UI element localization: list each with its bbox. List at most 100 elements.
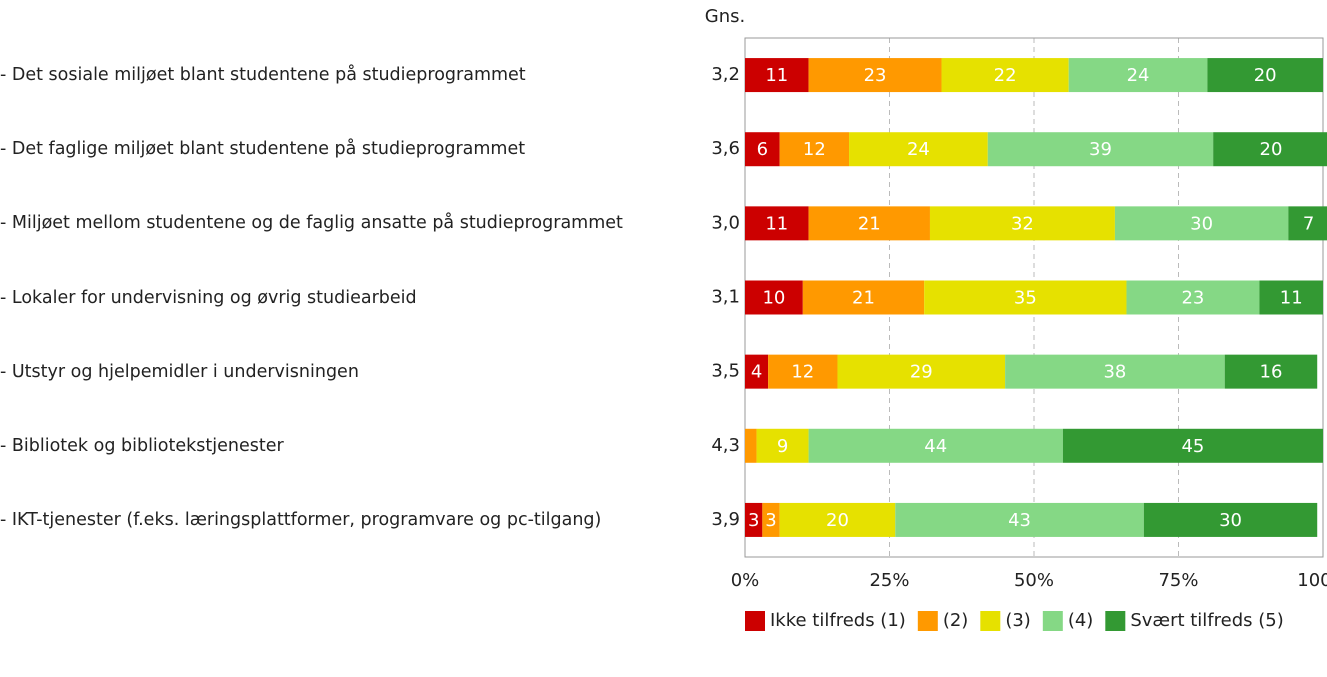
category-label: - IKT-tjenester (f.eks. læringsplattform… bbox=[0, 509, 602, 530]
data-label: 23 bbox=[1181, 288, 1204, 309]
legend-label: Svært tilfreds (5) bbox=[1130, 610, 1283, 631]
legend-swatch bbox=[980, 611, 1001, 631]
legend-swatch bbox=[917, 611, 938, 631]
data-label: 21 bbox=[858, 213, 881, 234]
x-tick-label: 100% bbox=[1297, 570, 1327, 591]
bar-segment bbox=[745, 280, 803, 315]
category-label: - Det sosiale miljøet blant studentene p… bbox=[0, 65, 526, 86]
category-label: - Lokaler for undervisning og øvrig stud… bbox=[0, 287, 417, 308]
bar-segment bbox=[768, 354, 838, 389]
bar-segment bbox=[808, 428, 1063, 463]
bar-segment bbox=[1114, 206, 1289, 241]
category-label: - Utstyr og hjelpemidler i undervisninge… bbox=[0, 361, 359, 382]
data-label: 32 bbox=[1011, 213, 1034, 234]
legend-label: (2) bbox=[943, 610, 969, 631]
bar-segment bbox=[1288, 206, 1327, 241]
data-label: 7 bbox=[1303, 213, 1314, 234]
legend-label: Ikke tilfreds (1) bbox=[770, 610, 906, 631]
legend-item: (4) bbox=[1042, 610, 1093, 631]
average-label: 3,1 bbox=[711, 287, 740, 308]
x-tick-label: 25% bbox=[869, 570, 909, 591]
legend-item: (3) bbox=[980, 610, 1031, 631]
data-label: 38 bbox=[1103, 362, 1126, 383]
bar-segment bbox=[987, 132, 1214, 167]
data-label: 44 bbox=[924, 436, 947, 457]
data-label: 24 bbox=[1127, 65, 1150, 86]
data-label: 22 bbox=[994, 65, 1017, 86]
data-label: 23 bbox=[864, 65, 887, 86]
bar-segment bbox=[941, 58, 1069, 93]
bar-segment bbox=[1224, 354, 1318, 389]
data-label: 39 bbox=[1089, 139, 1112, 160]
data-label: 29 bbox=[910, 362, 933, 383]
data-label: 30 bbox=[1190, 213, 1213, 234]
bar-segment bbox=[745, 132, 780, 167]
bar-segment bbox=[802, 280, 925, 315]
data-label: 11 bbox=[765, 213, 788, 234]
data-label: 20 bbox=[826, 510, 849, 531]
bar-segment bbox=[1143, 502, 1318, 537]
category-label: - Miljøet mellom studentene og de faglig… bbox=[0, 213, 623, 234]
bar-segment bbox=[745, 502, 763, 537]
data-label: 12 bbox=[791, 362, 814, 383]
bar-segment bbox=[745, 428, 757, 463]
bar-segment bbox=[1062, 428, 1323, 463]
average-label: 3,5 bbox=[711, 361, 740, 382]
data-label: 9 bbox=[777, 436, 788, 457]
legend-item: Svært tilfreds (5) bbox=[1105, 610, 1284, 631]
x-tick-label: 50% bbox=[1014, 570, 1054, 591]
bar-segment bbox=[762, 502, 780, 537]
data-label: 10 bbox=[762, 288, 785, 309]
bar-segment bbox=[924, 280, 1127, 315]
average-label: 3,6 bbox=[711, 138, 740, 159]
data-label: 4 bbox=[751, 362, 762, 383]
data-label: 11 bbox=[765, 65, 788, 86]
data-label: 3 bbox=[765, 510, 776, 531]
x-tick-label: 75% bbox=[1158, 570, 1198, 591]
bar-segment bbox=[929, 206, 1115, 241]
bar-segment bbox=[1207, 58, 1323, 93]
data-label: 35 bbox=[1014, 288, 1037, 309]
data-label: 45 bbox=[1181, 436, 1204, 457]
data-label: 20 bbox=[1254, 65, 1277, 86]
data-label: 30 bbox=[1219, 510, 1242, 531]
bar-segment bbox=[1005, 354, 1225, 389]
data-label: 11 bbox=[1280, 288, 1303, 309]
category-label: - Det faglige miljøet blant studentene p… bbox=[0, 139, 526, 160]
bar-segment bbox=[837, 354, 1006, 389]
data-label: 12 bbox=[803, 139, 826, 160]
bar-segment bbox=[849, 132, 988, 167]
bar-segment bbox=[745, 354, 769, 389]
legend-swatch bbox=[1105, 611, 1126, 631]
average-header: Gns. bbox=[705, 6, 745, 27]
bar-segment bbox=[745, 206, 809, 241]
data-label: 16 bbox=[1260, 362, 1283, 383]
average-label: 3,0 bbox=[711, 212, 740, 233]
bar-segment bbox=[1213, 132, 1327, 167]
average-label: 3,9 bbox=[711, 509, 740, 530]
bar-segment bbox=[756, 428, 809, 463]
data-label: 3 bbox=[748, 510, 759, 531]
bar-segment bbox=[808, 206, 930, 241]
bar-segment bbox=[808, 58, 942, 93]
data-label: 43 bbox=[1008, 510, 1031, 531]
legend-item: (2) bbox=[917, 610, 969, 631]
data-label: 6 bbox=[757, 139, 768, 160]
bar-segment bbox=[779, 502, 896, 537]
category-label: - Bibliotek og bibliotekstjenester bbox=[0, 435, 284, 456]
bar-segment bbox=[1259, 280, 1323, 315]
data-label: 24 bbox=[907, 139, 930, 160]
data-label: 21 bbox=[852, 288, 875, 309]
x-tick-label: 0% bbox=[731, 570, 760, 591]
bar-segment bbox=[895, 502, 1144, 537]
bar-segment bbox=[1126, 280, 1260, 315]
legend-label: (3) bbox=[1005, 610, 1031, 631]
bar-segment bbox=[779, 132, 850, 167]
legend-swatch bbox=[1042, 611, 1063, 631]
legend-swatch bbox=[745, 611, 765, 631]
legend-item: Ikke tilfreds (1) bbox=[745, 610, 906, 631]
bar-segment bbox=[1068, 58, 1208, 93]
average-label: 4,3 bbox=[711, 435, 740, 456]
